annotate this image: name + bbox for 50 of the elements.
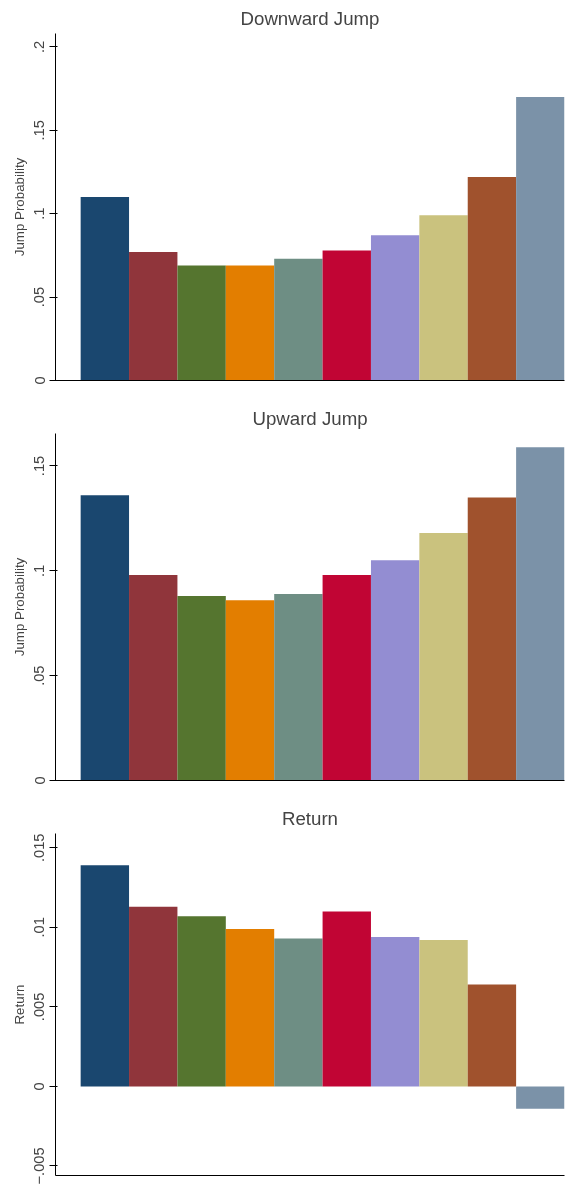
y-tick-label: .1 <box>31 564 48 577</box>
bar <box>516 447 565 781</box>
bar <box>419 215 468 381</box>
y-tick-label: .15 <box>31 455 48 477</box>
bar <box>274 938 323 1087</box>
bar <box>129 906 178 1087</box>
y-tick-label: −.005 <box>31 1147 48 1185</box>
y-tick-label: .1 <box>31 207 48 220</box>
y-tick-label: 0 <box>31 1082 48 1091</box>
bar <box>370 936 420 1087</box>
bar <box>225 265 275 381</box>
y-tick-label: 0 <box>31 376 48 385</box>
chart-title: Return <box>282 807 338 829</box>
bar <box>467 984 517 1087</box>
bar <box>129 252 178 381</box>
y-tick-label: .015 <box>31 833 48 863</box>
bar <box>274 258 323 381</box>
bar <box>80 495 130 781</box>
bar <box>177 265 226 381</box>
bar <box>274 593 323 781</box>
bar <box>370 235 420 381</box>
y-tick-label: .2 <box>31 40 48 53</box>
chart-title: Downward Jump <box>240 7 380 29</box>
bar <box>370 560 420 781</box>
bar <box>80 865 130 1087</box>
bar <box>322 911 371 1087</box>
y-tick-label: 0 <box>31 776 48 785</box>
chart-title: Upward Jump <box>252 407 368 429</box>
y-axis-title: Return <box>11 984 27 1025</box>
y-axis-title: Jump Probability <box>11 557 27 657</box>
y-tick-label: .05 <box>31 665 48 686</box>
bar <box>419 940 468 1087</box>
bar <box>516 96 565 381</box>
bar <box>129 575 178 781</box>
bar <box>467 176 517 381</box>
bar <box>322 575 371 781</box>
bar <box>419 533 468 781</box>
bar <box>177 916 226 1087</box>
y-tick-label: .15 <box>31 120 48 141</box>
y-tick-label: .005 <box>31 992 48 1022</box>
y-axis-title: Jump Probability <box>11 157 27 257</box>
bar <box>225 600 275 781</box>
bar <box>516 1086 565 1109</box>
bar <box>80 196 130 381</box>
bar <box>467 497 517 781</box>
bar <box>225 928 275 1087</box>
y-tick-label: .05 <box>31 286 48 308</box>
bar <box>177 595 226 781</box>
bar <box>322 250 371 381</box>
y-tick-label: .01 <box>31 917 48 938</box>
